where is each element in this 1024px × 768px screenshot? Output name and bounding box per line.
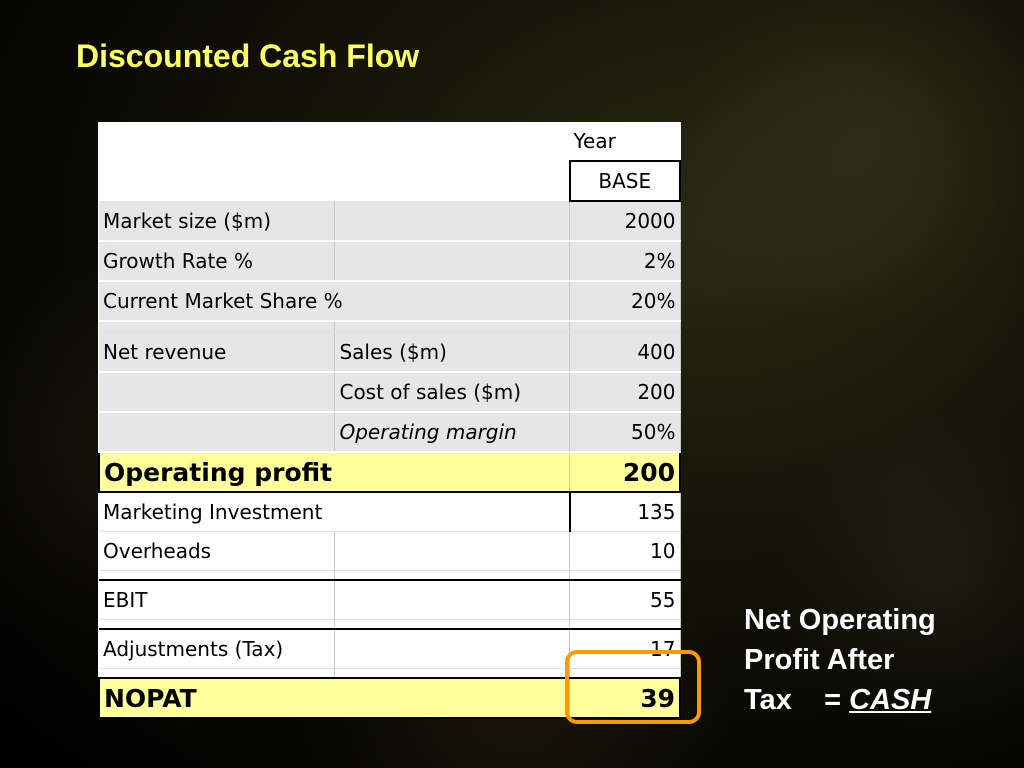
base-column-header: BASE: [568, 160, 681, 202]
table-row: Overheads 10: [99, 531, 681, 571]
table-row: Growth Rate % 2%: [99, 241, 681, 282]
row-label: Current Market Share %: [99, 281, 570, 322]
table-row: Cost of sales ($m) 200: [99, 372, 681, 413]
row-label: Overheads: [99, 531, 336, 571]
table-row: Current Market Share % 20%: [99, 281, 681, 322]
row-label: Operating profit: [98, 451, 570, 493]
row-value: 200: [569, 451, 681, 493]
row-label: Net revenue: [99, 332, 336, 373]
row-label: NOPAT: [98, 677, 570, 719]
row-value: 50%: [569, 412, 681, 453]
row-value: 2%: [569, 241, 681, 282]
row-sublabel: Sales ($m): [334, 332, 570, 373]
operating-profit-row: Operating profit 200: [98, 451, 681, 493]
table-row: Net revenue Sales ($m) 400: [99, 332, 681, 373]
row-label: Growth Rate %: [99, 241, 336, 282]
row-value: 20%: [569, 281, 681, 322]
row-label: Adjustments (Tax): [99, 628, 336, 669]
note-line: Profit After: [744, 644, 895, 676]
cash-label: CASH: [849, 684, 932, 716]
nopat-callout-highlight: [565, 650, 701, 724]
note-line: Net Operating: [744, 604, 936, 636]
row-value: 135: [569, 492, 681, 532]
table-row: Marketing Investment 135: [99, 492, 681, 532]
row-value: 2000: [569, 201, 681, 242]
table-header-row: Year: [99, 122, 680, 161]
row-value: 200: [569, 372, 681, 413]
table-base-row: BASE: [99, 160, 681, 202]
row-value: 17: [569, 628, 681, 669]
nopat-row: NOPAT 39: [98, 677, 681, 719]
table-row: Market size ($m) 2000: [99, 201, 681, 242]
dcf-table: Year BASE Market size ($m) 2000 Growth R…: [98, 122, 681, 719]
row-sublabel: Cost of sales ($m): [334, 372, 570, 413]
row-value: 400: [569, 332, 681, 373]
row-label: EBIT: [99, 579, 336, 620]
row-label: Marketing Investment: [99, 492, 571, 532]
row-value: 39: [569, 677, 681, 719]
row-value: 10: [569, 531, 681, 571]
note-line: Tax = CASH: [744, 684, 932, 716]
row-sublabel: Operating margin: [334, 412, 570, 453]
nopat-explanation: Net Operating Profit After Tax = CASH: [744, 600, 936, 720]
slide-title: Discounted Cash Flow: [76, 38, 420, 74]
table-row: EBIT 55: [99, 579, 681, 620]
row-value: 55: [569, 579, 681, 620]
year-header: Year: [569, 122, 680, 161]
table-row: Operating margin 50%: [99, 412, 681, 453]
table-row: Adjustments (Tax) 17: [99, 628, 681, 669]
row-label: Market size ($m): [99, 201, 336, 242]
